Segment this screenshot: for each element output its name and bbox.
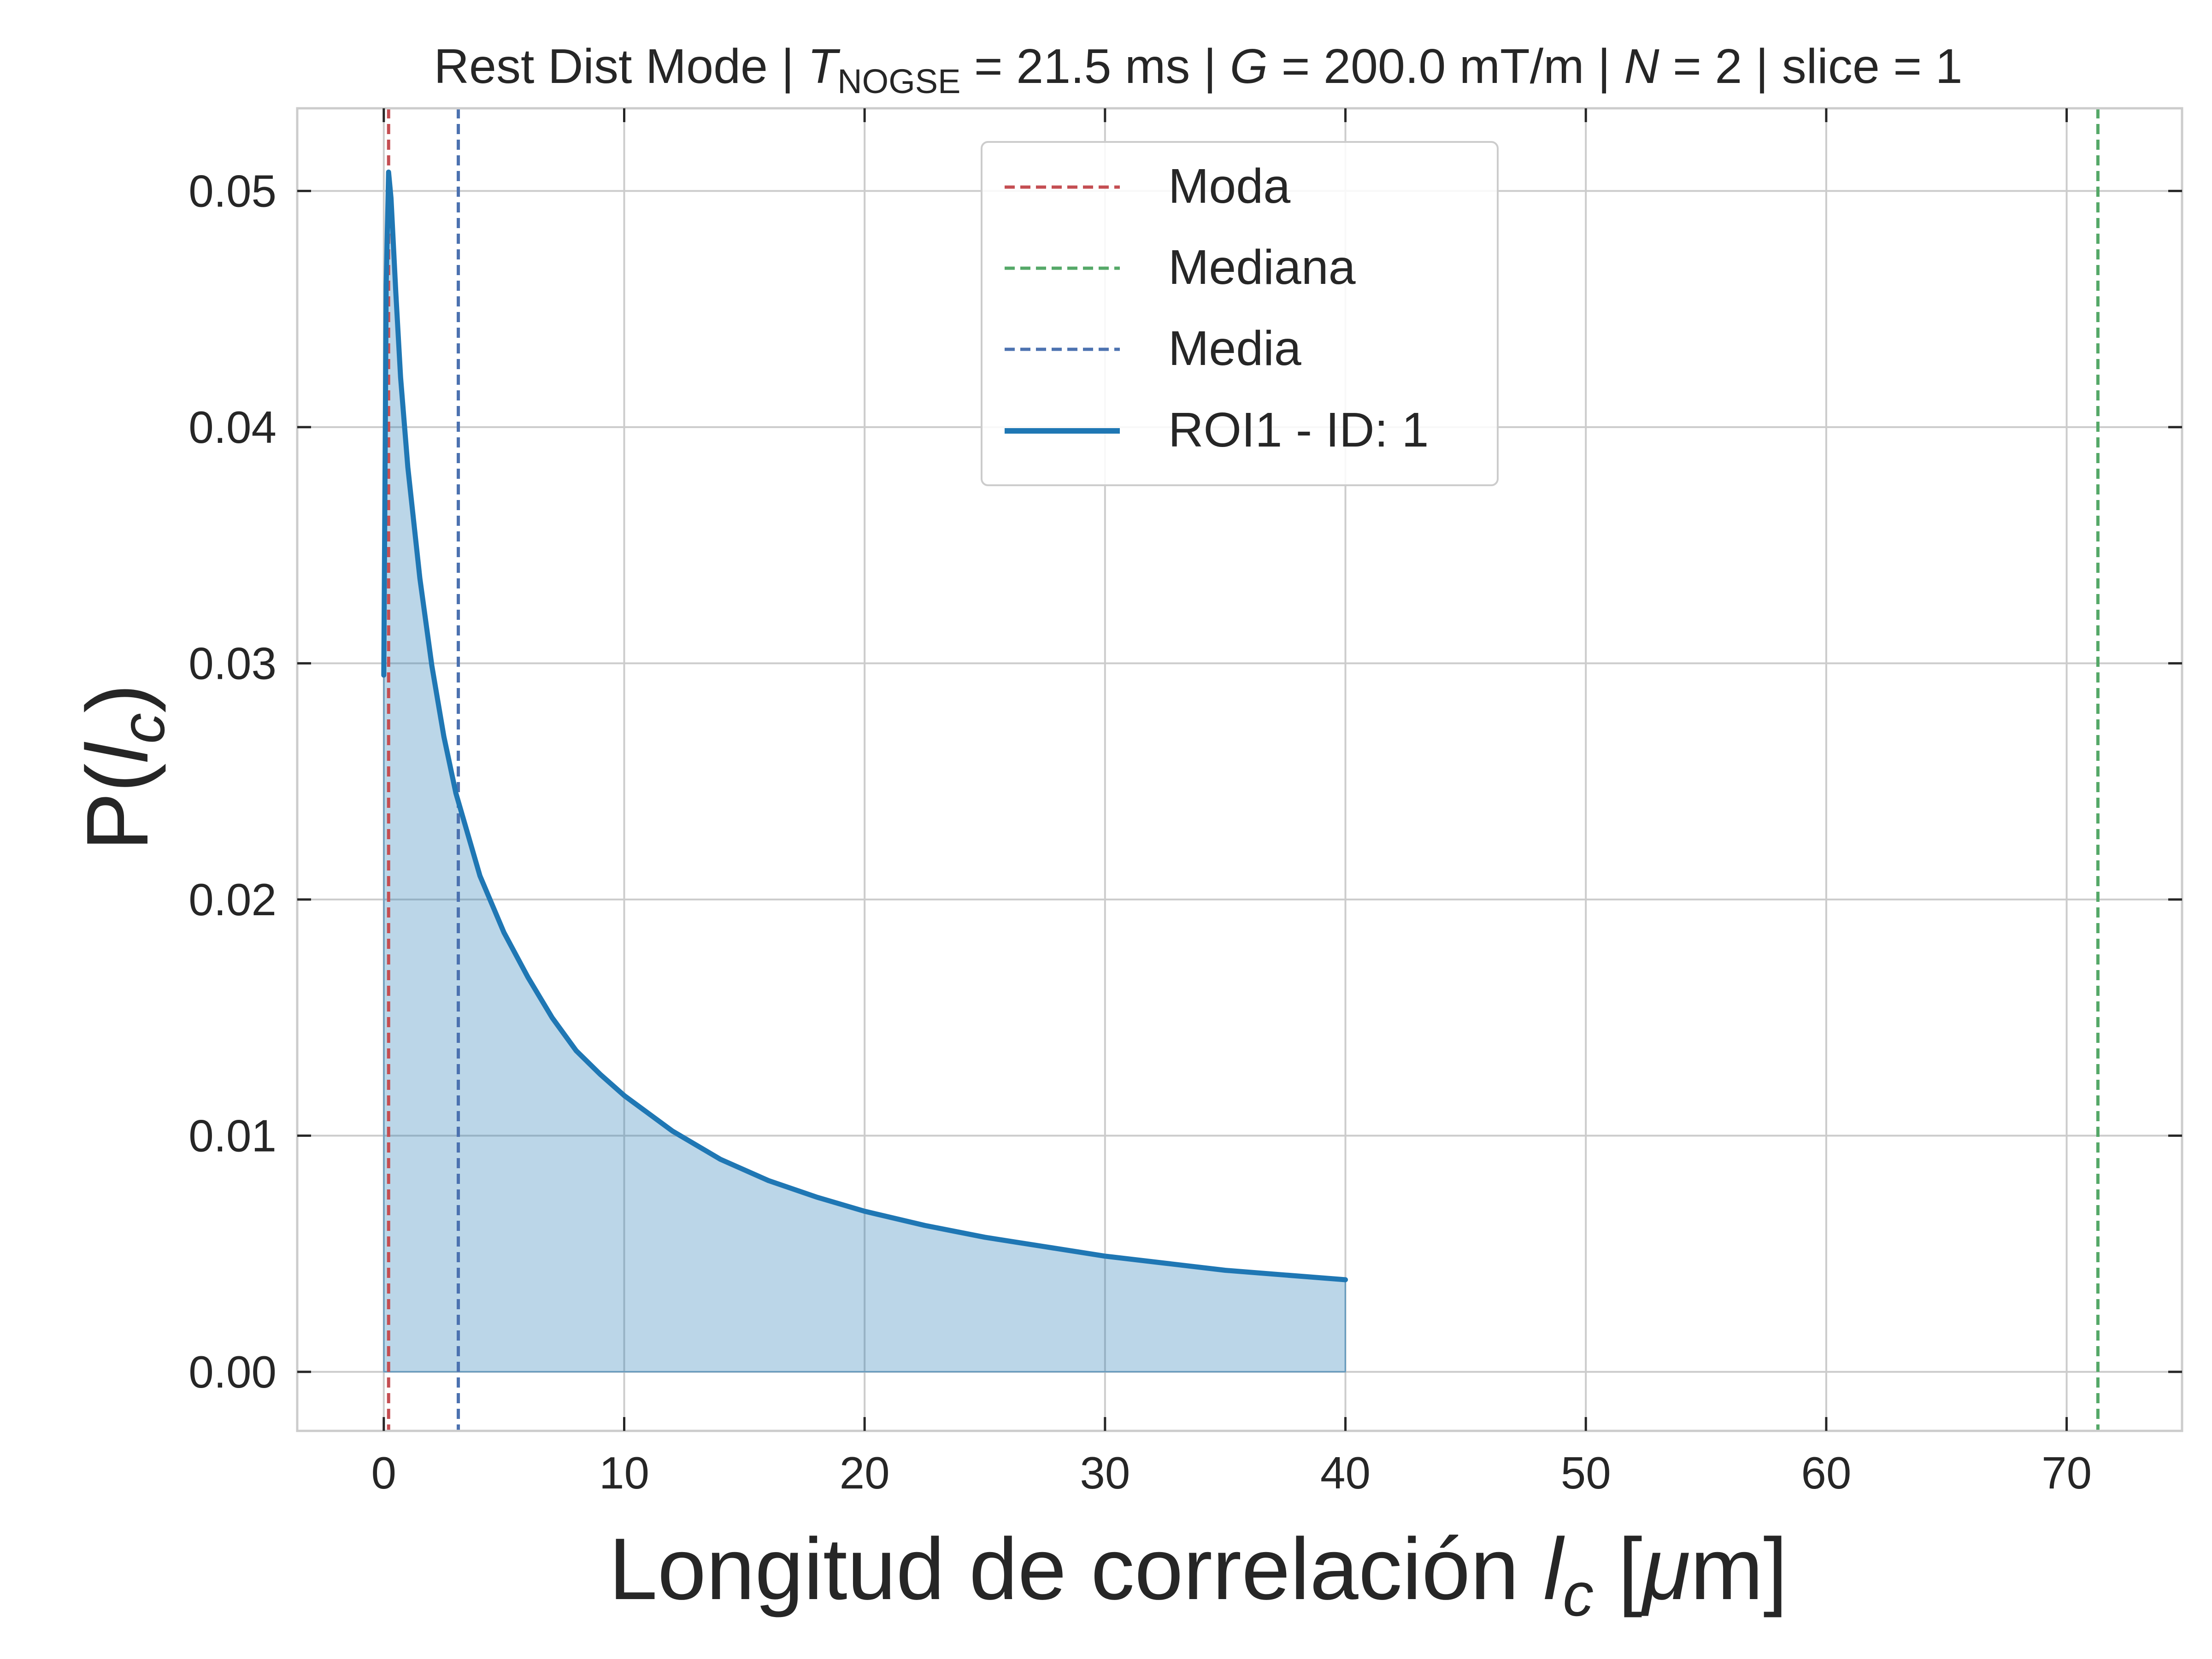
series-lines (381, 169, 1348, 1282)
legend-label-mediana: Mediana (1168, 240, 1356, 294)
x-axis-label-var: l (1543, 1520, 1565, 1618)
y-axis-label-var-sub: c (109, 713, 177, 744)
title-t-value: = 21.5 ms | (960, 39, 1230, 94)
legend-label-moda: Moda (1168, 159, 1290, 213)
x-axis-label-unit-open: [ (1594, 1520, 1642, 1618)
x-axis-label-text: Longitud de correlación (609, 1520, 1543, 1618)
legend-frame (981, 141, 1499, 486)
x-axis-label-unit-mu: μ (1641, 1520, 1690, 1618)
x-tick-label: 10 (599, 1447, 649, 1498)
title-t-subscript: NOGSE (837, 62, 960, 100)
title-g-value: = 200.0 mT/m | (1268, 39, 1624, 94)
ticks: 0 10 20 30 40 50 60 70 0.00 0.01 0.02 0.03 0.04 0.05 (188, 108, 2182, 1498)
x-tick-label: 70 (2041, 1447, 2092, 1498)
y-axis-label-text: P( (69, 763, 166, 851)
title-t-symbol: T (807, 39, 841, 94)
x-tick-label: 30 (1080, 1447, 1130, 1498)
reference-lines (387, 108, 2100, 1431)
y-axis-label: P(lc) (69, 684, 177, 851)
series-line-roi1 (381, 169, 1348, 1282)
title-n-symbol: N (1624, 39, 1659, 94)
y-tick-label: 0.05 (188, 165, 276, 216)
x-tick-label: 60 (1801, 1447, 1851, 1498)
title-n-value: = 2 | slice = 1 (1659, 39, 1963, 94)
y-tick-label: 0.04 (188, 402, 276, 453)
x-axis-label-unit-rest: m] (1690, 1520, 1788, 1618)
title-g-symbol: G (1230, 39, 1268, 94)
y-tick-label: 0.00 (188, 1347, 276, 1397)
y-tick-label: 0.01 (188, 1110, 276, 1161)
plot-frame (296, 107, 2183, 1432)
legend-label-roi1: ROI1 - ID: 1 (1168, 403, 1429, 457)
x-tick-label: 0 (371, 1447, 397, 1498)
y-axis-label-var: l (69, 741, 166, 763)
x-tick-label: 40 (1320, 1447, 1371, 1498)
y-axis-label-close: ) (69, 684, 166, 713)
y-tick-label: 0.03 (188, 638, 276, 688)
legend: Moda Mediana Media ROI1 - ID: 1 (981, 141, 1499, 486)
x-tick-label: 50 (1561, 1447, 1611, 1498)
x-axis-label-var-sub: c (1563, 1560, 1594, 1629)
title-prefix: Rest Dist Mode | (434, 39, 807, 94)
x-tick-label: 20 (840, 1447, 890, 1498)
x-axis-label: Longitud de correlación lc [μm] (609, 1520, 1788, 1629)
legend-label-media: Media (1168, 321, 1301, 376)
chart-title: Rest Dist Mode | TNOGSE = 21.5 ms | G = … (434, 39, 1962, 100)
y-tick-label: 0.02 (188, 874, 276, 925)
